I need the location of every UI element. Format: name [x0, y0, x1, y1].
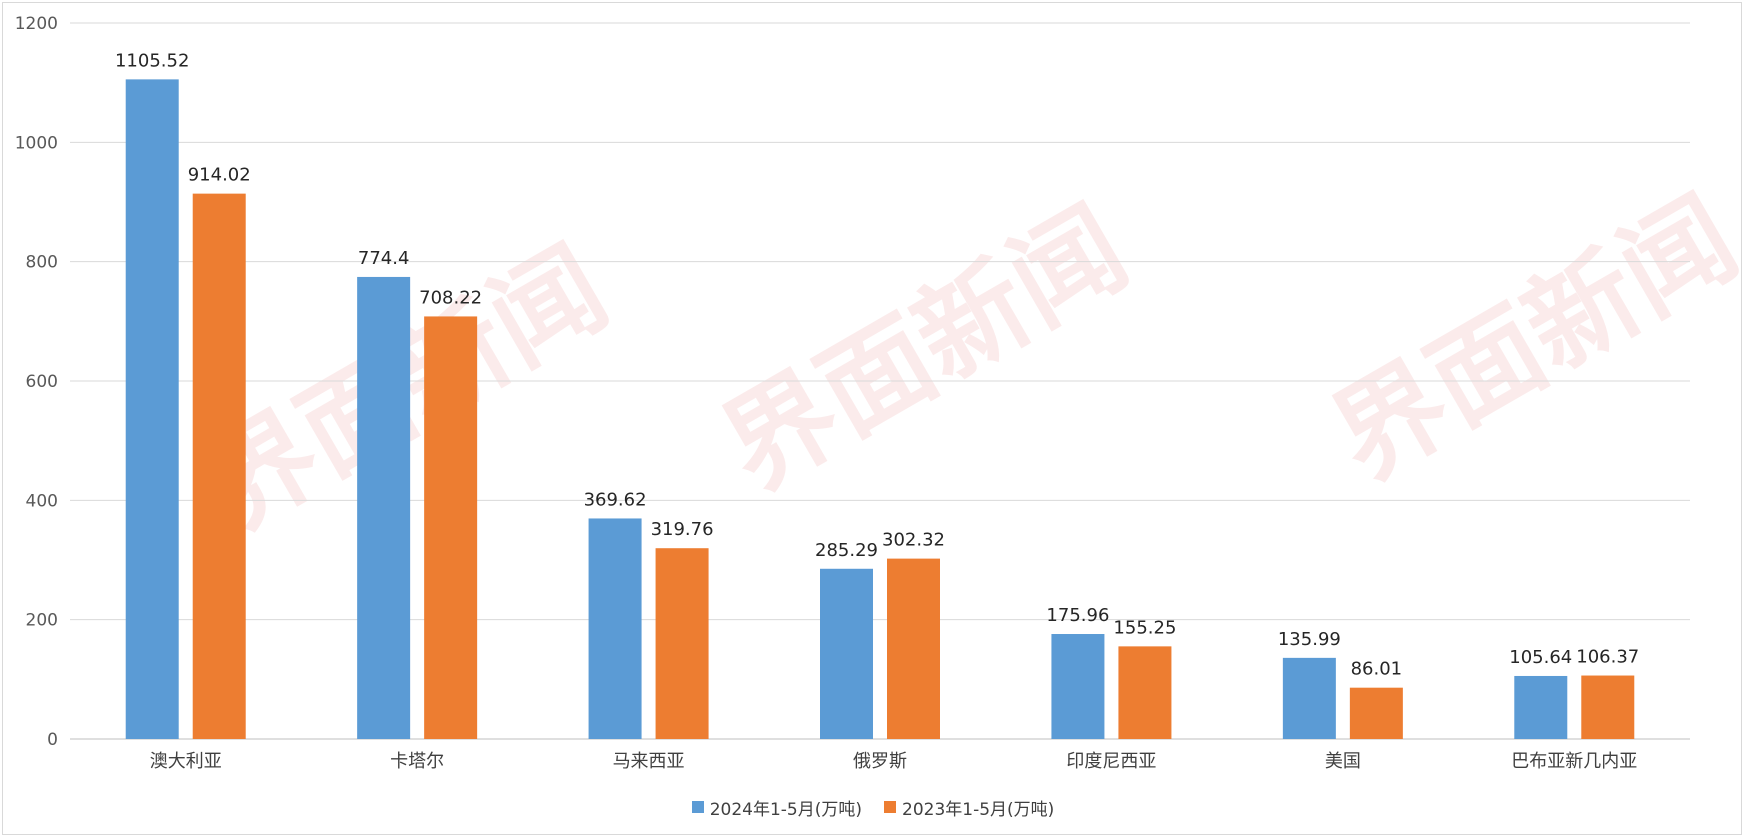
data-label: 285.29 — [815, 540, 878, 561]
x-tick-label: 马来西亚 — [613, 751, 685, 772]
bar-2023 — [1581, 675, 1635, 739]
data-label: 914.02 — [188, 165, 251, 186]
data-label: 319.76 — [651, 519, 714, 540]
bar-2023 — [1118, 646, 1172, 739]
bar-2024 — [1514, 675, 1568, 739]
x-tick-label: 巴布亚新几内亚 — [1511, 751, 1637, 772]
legend-swatch-2023 — [884, 801, 896, 813]
x-tick-label: 印度尼西亚 — [1066, 751, 1156, 772]
bar-2023 — [424, 316, 478, 739]
y-tick-label: 1200 — [15, 14, 58, 34]
data-label: 135.99 — [1278, 629, 1341, 650]
bar-2024 — [125, 79, 179, 740]
bar-2024 — [820, 568, 873, 739]
legend-label-2024: 2024年1-5月(万吨) — [709, 799, 862, 820]
legend: 2024年1-5月(万吨) 2023年1-5月(万吨) — [0, 795, 1746, 820]
bar-2024 — [357, 276, 411, 739]
data-label: 302.32 — [882, 530, 945, 551]
data-label: 175.96 — [1046, 605, 1109, 626]
legend-item-2024: 2024年1-5月(万吨) — [691, 795, 862, 820]
legend-swatch-2024 — [691, 801, 704, 813]
bar-2023 — [192, 193, 246, 739]
bar-2024 — [1051, 634, 1105, 739]
data-label: 369.62 — [584, 489, 647, 510]
y-tick-label: 600 — [26, 372, 58, 392]
data-label: 155.25 — [1113, 617, 1176, 638]
y-tick-label: 400 — [26, 491, 58, 511]
y-tick-label: 800 — [26, 253, 58, 273]
bar-2023 — [1349, 687, 1403, 739]
bar-2024 — [588, 518, 642, 739]
data-label: 86.01 — [1351, 659, 1403, 680]
data-label: 1105.52 — [115, 50, 189, 71]
data-label: 774.4 — [358, 248, 410, 269]
data-label: 106.37 — [1576, 647, 1639, 668]
x-tick-label: 澳大利亚 — [150, 751, 222, 772]
bar-2023 — [655, 548, 709, 739]
bar-2023 — [887, 558, 940, 739]
y-tick-label: 0 — [47, 730, 58, 750]
legend-item-2023: 2023年1-5月(万吨) — [884, 795, 1054, 820]
legend-label-2023: 2023年1-5月(万吨) — [902, 799, 1055, 820]
data-label: 708.22 — [419, 287, 482, 308]
x-tick-label: 俄罗斯 — [853, 751, 907, 772]
x-tick-label: 美国 — [1325, 751, 1361, 772]
y-tick-label: 1000 — [15, 133, 58, 153]
y-tick-label: 200 — [26, 611, 58, 631]
bar-2024 — [1282, 657, 1336, 739]
data-label: 105.64 — [1509, 647, 1572, 668]
x-tick-label: 卡塔尔 — [390, 751, 444, 772]
